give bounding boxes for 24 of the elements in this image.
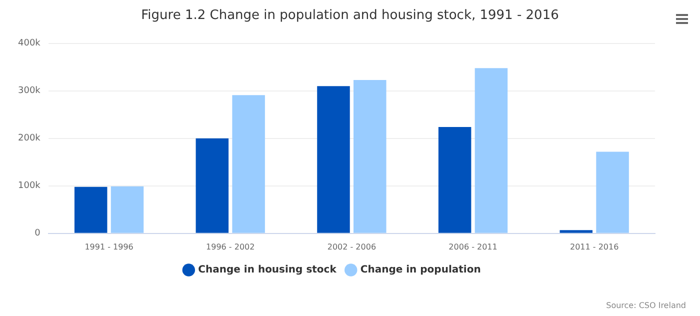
y-tick-label: 400k <box>18 38 42 49</box>
x-tick-label: 1991 - 1996 <box>84 242 134 252</box>
bar <box>474 68 508 233</box>
x-tick-label: 2011 - 2016 <box>570 242 619 252</box>
bar <box>438 127 472 233</box>
bar <box>232 95 265 233</box>
bar <box>317 86 350 233</box>
legend-label: Change in housing stock <box>198 264 337 276</box>
bar <box>354 80 386 233</box>
x-tick-label: 2006 - 2011 <box>448 242 498 252</box>
bar <box>74 186 108 233</box>
bar <box>196 138 229 233</box>
y-tick-label: 300k <box>18 86 42 96</box>
bar <box>110 186 144 233</box>
y-tick-label: 0 <box>34 228 41 239</box>
x-tick-label: 1996 - 2002 <box>206 242 255 252</box>
chart-title: Figure 1.2 Change in population and housing stock, 1991 - 2016 <box>140 8 560 23</box>
bar <box>596 152 629 233</box>
y-tick-label: 100k <box>18 181 42 192</box>
bar <box>560 230 593 233</box>
y-tick-label: 200k <box>18 134 42 144</box>
source-note: Source: CSO Ireland <box>606 301 686 310</box>
x-tick-label: 2002 - 2006 <box>327 242 376 252</box>
legend-label: Change in population <box>360 264 481 276</box>
